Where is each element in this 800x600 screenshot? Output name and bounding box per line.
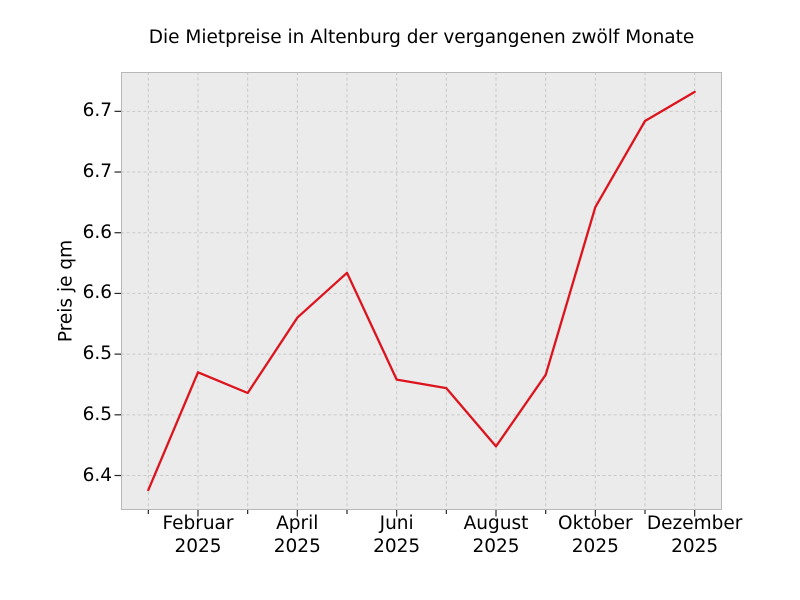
y-tick-label: 6.5 — [82, 403, 112, 425]
x-tick-label: August 2025 — [464, 513, 529, 558]
x-tick-year: 2025 — [671, 535, 719, 557]
chart-title: Die Mietpreise in Altenburg der vergange… — [148, 27, 695, 48]
x-tick-year: 2025 — [373, 535, 421, 557]
x-tick-year: 2025 — [472, 535, 520, 557]
plot-border — [121, 72, 722, 510]
x-tick-label: April 2025 — [274, 513, 321, 558]
x-tick-year: 2025 — [273, 535, 321, 557]
y-tick-label: 6.6 — [82, 221, 112, 243]
y-tick-label: 6.7 — [82, 161, 112, 183]
x-tick-label: Dezember 2025 — [647, 513, 742, 558]
y-tick-label: 6.4 — [82, 464, 112, 486]
price-line — [147, 90, 696, 492]
y-tick-label: 6.7 — [82, 100, 112, 122]
x-tick-month: Juni — [379, 513, 414, 534]
x-tick-label: Februar 2025 — [162, 513, 233, 558]
y-tick-label: 6.5 — [82, 343, 112, 365]
x-tick-label: Oktober 2025 — [558, 513, 633, 558]
plot-area — [114, 72, 722, 517]
x-tick-year: 2025 — [571, 535, 619, 557]
x-tick-month: April — [276, 513, 319, 534]
y-tick-label: 6.6 — [82, 282, 112, 304]
x-tick-month: August — [463, 513, 529, 534]
x-tick-year: 2025 — [174, 535, 222, 557]
plot-canvas — [114, 72, 722, 517]
x-tick-month: Dezember — [646, 513, 743, 534]
x-tick-label: Juni 2025 — [373, 513, 420, 558]
x-tick-month: Februar — [162, 513, 234, 534]
x-tick-month: Oktober — [558, 513, 633, 534]
